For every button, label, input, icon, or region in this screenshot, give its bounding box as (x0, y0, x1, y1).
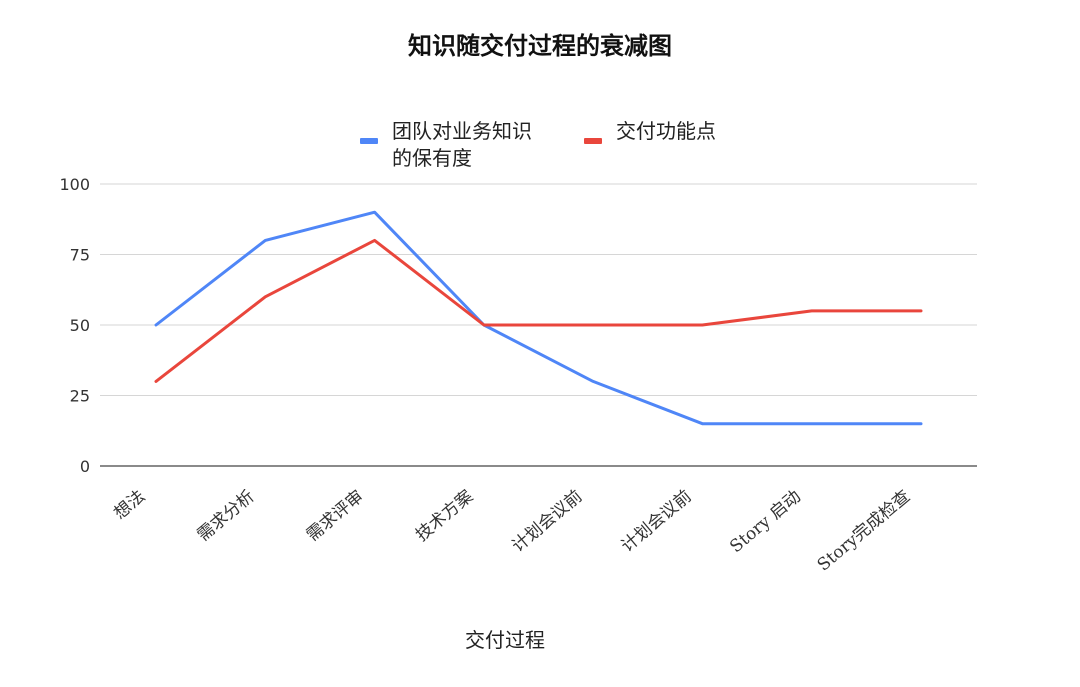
x-axis-tick-labels: 想法 需求分析 需求评审 技术方案 计划会议前 计划会议前 Story 启动 Story完成检… (110, 487, 914, 576)
series-line-1 (154, 238, 923, 383)
x-tick-label-1: 需求分析 (194, 487, 259, 546)
x-tick-label-5: 计划会议前 (618, 487, 696, 557)
y-tick-label-50: 50 (70, 316, 90, 335)
y-tick-label-0: 0 (80, 457, 90, 476)
y-tick-label-75: 75 (70, 246, 90, 265)
legend-label-knowledge: 团队对业务知识的保有度 (392, 119, 532, 170)
legend-swatch-blue (360, 138, 378, 144)
x-tick-label-6: Story 启动 (726, 487, 805, 558)
x-tick-label-3: 技术方案 (412, 487, 477, 546)
y-axis-ticks: 0 25 50 75 100 (59, 175, 90, 476)
legend-swatch-red (584, 138, 602, 144)
chart-title: 知识随交付过程的衰减图 (408, 31, 672, 60)
x-axis-title: 交付过程 (465, 628, 545, 652)
series-line-0 (154, 210, 923, 426)
y-tick-label-25: 25 (70, 387, 90, 406)
y-tick-label-100: 100 (59, 175, 90, 194)
x-tick-label-0: 想法 (110, 487, 149, 524)
gridlines (100, 183, 977, 396)
legend-item-knowledge: 团队对业务知识的保有度 (360, 118, 542, 172)
x-tick-label-4: 计划会议前 (508, 487, 586, 557)
series-lines (154, 210, 923, 426)
x-tick-label-2: 需求评审 (303, 487, 368, 546)
legend-item-features: 交付功能点 (584, 118, 716, 145)
x-tick-label-7: Story完成检查 (814, 487, 915, 576)
legend-label-features: 交付功能点 (616, 119, 716, 143)
